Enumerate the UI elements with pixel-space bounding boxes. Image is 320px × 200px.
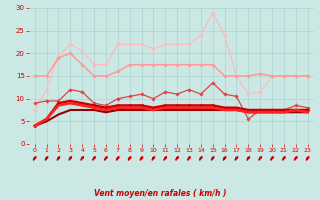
Text: Vent moyen/en rafales ( km/h ): Vent moyen/en rafales ( km/h ) bbox=[94, 189, 226, 198]
